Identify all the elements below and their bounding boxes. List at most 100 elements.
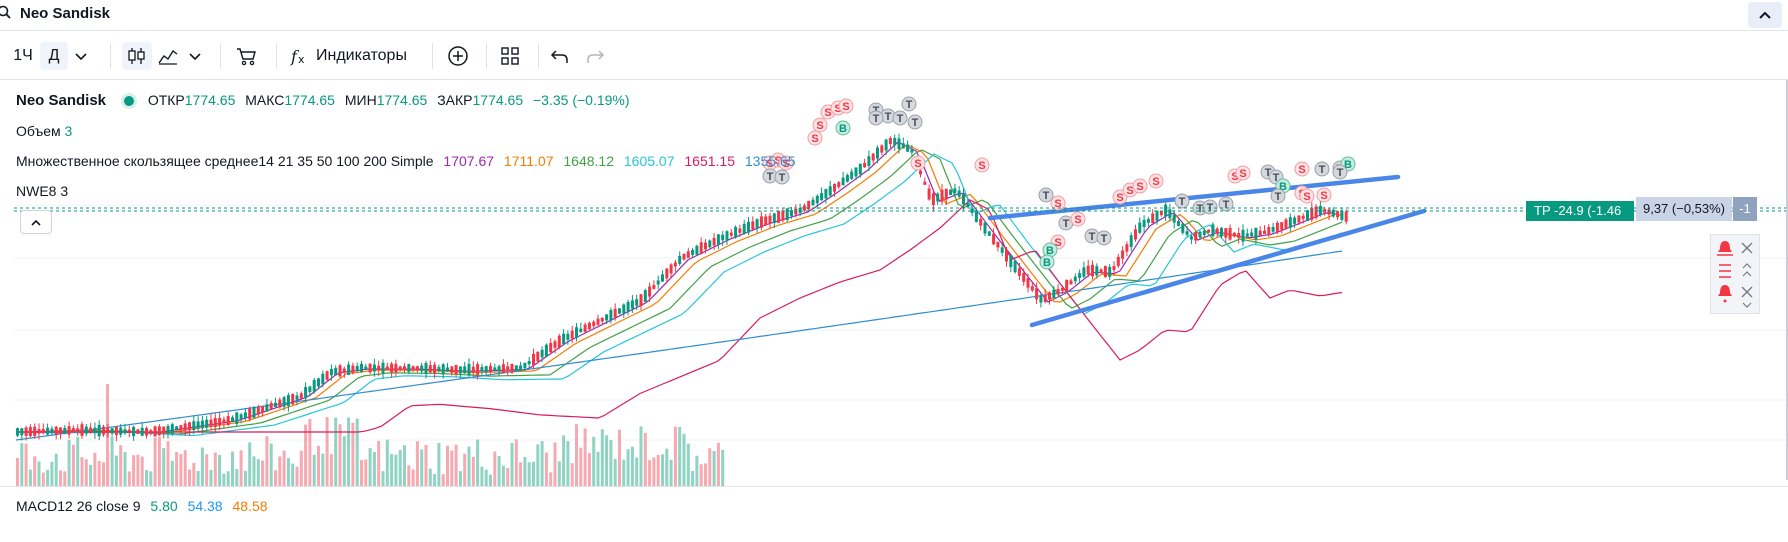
candle-body	[1271, 227, 1275, 232]
candles-chart-type-button[interactable]	[122, 42, 152, 70]
svg-text:f: f	[290, 47, 300, 66]
candle-body	[704, 242, 707, 250]
volume-bar	[557, 461, 561, 486]
redo-button[interactable]	[580, 42, 610, 70]
position-pnl-label[interactable]: 9,37 (−0,53%)	[1636, 197, 1732, 221]
candle-body	[1129, 235, 1133, 247]
signal-marker: S	[1070, 211, 1086, 227]
indicators-label: Индикаторы	[316, 47, 407, 64]
volume-bar	[424, 444, 428, 486]
candle-body	[643, 290, 647, 302]
candle-body	[626, 301, 630, 312]
alert-bell-icon[interactable]	[1718, 285, 1732, 303]
close-icon[interactable]	[1741, 286, 1753, 298]
candle-body	[188, 422, 191, 431]
candle-body	[1215, 228, 1219, 234]
candle-body	[1065, 279, 1069, 292]
price-chart-canvas[interactable]: SSSSSBTTTTTTSSSTTSSTSTSTTSBBSSSSTTTTSSTT…	[0, 80, 1788, 542]
candle-body	[1005, 249, 1008, 262]
candle-body	[368, 363, 372, 373]
volume-bar	[222, 473, 226, 486]
candle-body	[493, 367, 497, 371]
interval-1h-button[interactable]: 1Ч	[13, 47, 33, 64]
signal-marker: T	[868, 110, 884, 126]
candle-body	[394, 363, 398, 373]
candle-body	[1146, 218, 1150, 223]
candle-body	[1181, 223, 1185, 233]
svg-text:S: S	[811, 133, 818, 145]
macd-label[interactable]: MACD	[16, 498, 58, 514]
close-icon[interactable]	[1741, 242, 1753, 254]
volume-bar	[605, 435, 609, 486]
nwe-legend: NWE8 3	[16, 183, 68, 199]
candle-body	[261, 406, 265, 413]
candle-body	[484, 366, 488, 373]
interval-day-button[interactable]: Д	[40, 42, 68, 70]
svg-text:B: B	[1279, 181, 1287, 193]
trade-button[interactable]	[232, 42, 262, 70]
interval-dropdown[interactable]	[70, 42, 92, 70]
volume-bar	[686, 443, 690, 486]
volume-bar	[476, 439, 480, 486]
macd-legend: MACD12 26 close 9 5.80 54.38 48.58	[16, 498, 268, 514]
chevron-down-icon[interactable]	[1742, 302, 1752, 308]
collapse-legend-button[interactable]	[20, 210, 52, 234]
candle-body	[1301, 215, 1305, 219]
add-compare-button[interactable]	[443, 42, 473, 70]
candle-body	[37, 428, 41, 434]
collapse-header-button[interactable]	[1748, 2, 1782, 28]
take-profit-label[interactable]: TP -24.9 (-1.46	[1526, 201, 1634, 221]
symbol-search-field[interactable]: Neo Sandisk	[20, 5, 111, 22]
alert-bell-icon[interactable]	[1717, 241, 1733, 256]
volume-label[interactable]: Объем	[16, 123, 61, 139]
candle-body	[1254, 227, 1258, 240]
nwe-label[interactable]: NWE	[16, 183, 49, 199]
candle-body	[71, 428, 75, 433]
svg-text:S: S	[1136, 181, 1143, 193]
candle-body	[403, 366, 406, 370]
area-chart-type-button[interactable]	[154, 42, 182, 70]
svg-text:S: S	[1320, 190, 1327, 202]
volume-value: 3	[64, 123, 73, 139]
lower-trendline[interactable]	[1029, 208, 1427, 328]
chart-type-dropdown[interactable]	[184, 42, 206, 70]
candle-body	[1198, 231, 1202, 238]
candle-body	[183, 423, 187, 431]
candle-body	[884, 139, 888, 151]
volume-bar	[532, 461, 535, 486]
signal-marker: T	[774, 169, 790, 185]
candle-body	[1258, 230, 1262, 236]
pane-separator[interactable]	[0, 486, 1788, 487]
candle-body	[41, 429, 45, 434]
order-line-icon[interactable]	[1719, 264, 1731, 278]
mma-label[interactable]: Множественное скользящее среднее	[16, 153, 259, 169]
legend-symbol[interactable]: Neo Sandisk	[16, 92, 107, 109]
low-value: 1774.65	[376, 92, 428, 108]
low-label: МИН	[344, 92, 377, 108]
layout-button[interactable]	[495, 42, 525, 70]
candle-body	[63, 427, 67, 434]
undo-button[interactable]	[545, 42, 575, 70]
candle-body	[110, 428, 114, 434]
candle-body	[265, 404, 269, 412]
candle-body	[381, 362, 385, 374]
position-qty-label[interactable]: -1	[1733, 197, 1757, 221]
candle-body	[67, 426, 71, 435]
candle-body	[618, 308, 621, 314]
price-scale-edge[interactable]	[1786, 80, 1788, 480]
candle-body	[299, 393, 303, 399]
volume-bar	[291, 463, 295, 486]
candle-body	[966, 203, 970, 207]
svg-text:T: T	[873, 113, 880, 125]
volume-bar	[471, 456, 475, 486]
chevron-up-icon[interactable]	[1742, 263, 1752, 277]
search-icon[interactable]	[0, 5, 13, 26]
candle-body	[252, 406, 256, 418]
mma-value-21: 1711.07	[503, 153, 554, 169]
candle-body	[471, 366, 475, 373]
candle-body	[200, 420, 204, 429]
market-status-dot[interactable]	[123, 96, 134, 107]
volume-bar	[46, 469, 50, 486]
candle-body	[553, 341, 557, 348]
